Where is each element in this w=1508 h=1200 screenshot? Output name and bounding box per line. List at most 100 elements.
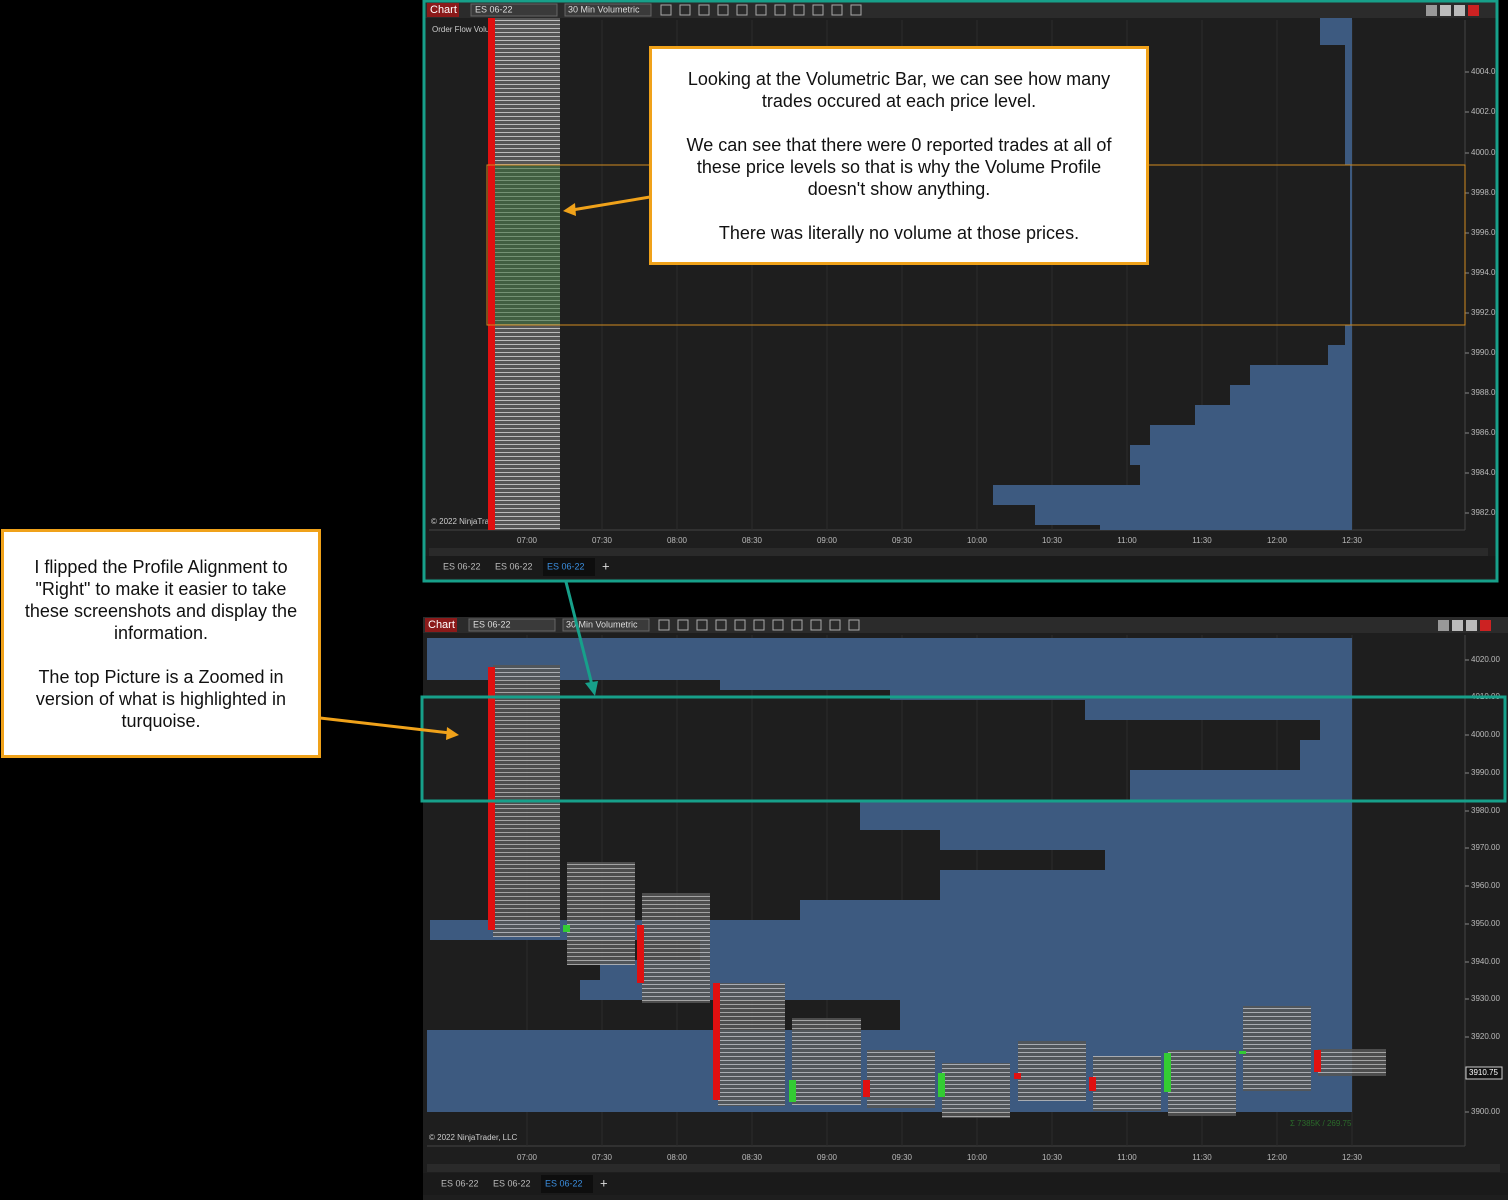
- toolbar-icon[interactable]: [793, 4, 805, 16]
- toolbar-icon[interactable]: [677, 619, 689, 631]
- tab[interactable]: ES 06-22: [441, 1178, 479, 1188]
- tab[interactable]: ES 06-22: [495, 561, 533, 571]
- period[interactable]: 30 Min Volumetric: [566, 619, 638, 629]
- window-button[interactable]: [1438, 620, 1449, 631]
- toolbar-icon[interactable]: [679, 4, 691, 16]
- candle: [789, 1080, 796, 1102]
- toolbar-icon[interactable]: [829, 619, 841, 631]
- toolbar-icon[interactable]: [658, 619, 670, 631]
- price-label: 3920.00: [1471, 1032, 1500, 1041]
- candle: [1164, 1053, 1171, 1092]
- toolbar-icon[interactable]: [812, 4, 824, 16]
- candle: [713, 983, 720, 1100]
- window-button[interactable]: [1466, 620, 1477, 631]
- toolbar-icon[interactable]: [734, 619, 746, 631]
- volumetric-bar: [642, 893, 710, 1003]
- window-button[interactable]: [1480, 620, 1491, 631]
- callout: Looking at the Volumetric Bar, we can se…: [649, 46, 1149, 265]
- time-label: 07:00: [517, 1153, 538, 1162]
- window-button[interactable]: [1440, 5, 1451, 16]
- toolbar-icon[interactable]: [736, 4, 748, 16]
- tab-bar: [425, 556, 1496, 578]
- window-button[interactable]: [1454, 5, 1465, 16]
- price-label: 3994.0: [1471, 268, 1496, 277]
- toolbar-icon[interactable]: [810, 619, 822, 631]
- instrument[interactable]: ES 06-22: [473, 619, 511, 629]
- time-label: 08:00: [667, 1153, 688, 1162]
- candle: [1089, 1077, 1096, 1091]
- toolbar-icon[interactable]: [698, 4, 710, 16]
- arrow: [564, 581, 594, 686]
- arrow: [319, 716, 451, 735]
- period[interactable]: 30 Min Volumetric: [568, 4, 640, 14]
- volumetric-bar: [792, 1018, 861, 1105]
- toolbar-icon[interactable]: [850, 4, 862, 16]
- chart-label: Chart: [430, 4, 457, 16]
- toolbar-icon[interactable]: [755, 4, 767, 16]
- toolbar-icon[interactable]: [717, 4, 729, 16]
- time-label: 12:30: [1342, 1153, 1363, 1162]
- instrument[interactable]: ES 06-22: [475, 4, 513, 14]
- time-label: 10:00: [967, 1153, 988, 1162]
- chart-label-bg: [425, 618, 457, 632]
- tab-active[interactable]: [543, 558, 595, 576]
- time-label: 10:00: [967, 536, 988, 545]
- price-label: 3986.0: [1471, 428, 1496, 437]
- window-button[interactable]: [1452, 620, 1463, 631]
- toolbar-icon[interactable]: [696, 619, 708, 631]
- callout-text: We can see that there were 0 reported tr…: [686, 134, 1112, 199]
- tab[interactable]: ES 06-22: [493, 1178, 531, 1188]
- tab-active[interactable]: [541, 1175, 593, 1193]
- tab[interactable]: ES 06-22: [547, 561, 585, 571]
- instrument-select[interactable]: [470, 3, 558, 17]
- toolbar-icon[interactable]: [831, 4, 843, 16]
- add-tab[interactable]: +: [600, 1175, 608, 1190]
- toolbar-icon[interactable]: [772, 619, 784, 631]
- indicator-label: Order Flow Volume Profile: [432, 25, 526, 34]
- price-label: 4000.00: [1471, 730, 1500, 739]
- price-label: 4000.0: [1471, 148, 1496, 157]
- time-label: 12:00: [1267, 536, 1288, 545]
- tab-bar: [423, 1173, 1508, 1195]
- volumetric-bar: [567, 862, 635, 965]
- candle: [1239, 1051, 1246, 1054]
- time-label: 08:30: [742, 536, 763, 545]
- time-label: 07:30: [592, 536, 613, 545]
- toolbar-icon[interactable]: [753, 619, 765, 631]
- time-label: 08:30: [742, 1153, 763, 1162]
- callout: I flipped the Profile Alignment to "Righ…: [1, 529, 321, 758]
- toolbar-icon[interactable]: [774, 4, 786, 16]
- volumetric-bar: [1093, 1056, 1161, 1111]
- volumetric-bar: [1168, 1050, 1236, 1116]
- toolbar-icon[interactable]: [715, 619, 727, 631]
- period-select[interactable]: [564, 3, 652, 17]
- instrument-select[interactable]: [468, 618, 556, 632]
- time-label: 10:30: [1042, 536, 1063, 545]
- add-tab[interactable]: +: [602, 558, 610, 573]
- candle: [563, 925, 570, 932]
- time-label: 07:30: [592, 1153, 613, 1162]
- candle: [938, 1073, 945, 1097]
- price-label: 3930.00: [1471, 994, 1500, 1003]
- candle: [1014, 1073, 1021, 1079]
- toolbar-icon[interactable]: [848, 619, 860, 631]
- toolbar-icon[interactable]: [791, 619, 803, 631]
- price-label: 4004.0: [1471, 67, 1496, 76]
- chart-label: Chart: [428, 619, 455, 631]
- candle: [1314, 1050, 1321, 1072]
- tab[interactable]: ES 06-22: [545, 1178, 583, 1188]
- volumetric-bar: [1018, 1041, 1086, 1101]
- tab[interactable]: ES 06-22: [443, 561, 481, 571]
- volumetric-bar: [1243, 1006, 1311, 1091]
- price-label: 3900.00: [1471, 1107, 1500, 1116]
- period-select[interactable]: [562, 618, 650, 632]
- volumetric-bar: [718, 983, 785, 1106]
- toolbar-icon[interactable]: [660, 4, 672, 16]
- window-button[interactable]: [1468, 5, 1479, 16]
- window-button[interactable]: [1426, 5, 1437, 16]
- volumetric-bar: [1318, 1049, 1386, 1076]
- price-label: 3940.00: [1471, 957, 1500, 966]
- last-price: 3910.75: [1469, 1068, 1498, 1077]
- price-label: 3988.0: [1471, 388, 1496, 397]
- time-label: 11:30: [1192, 1153, 1212, 1162]
